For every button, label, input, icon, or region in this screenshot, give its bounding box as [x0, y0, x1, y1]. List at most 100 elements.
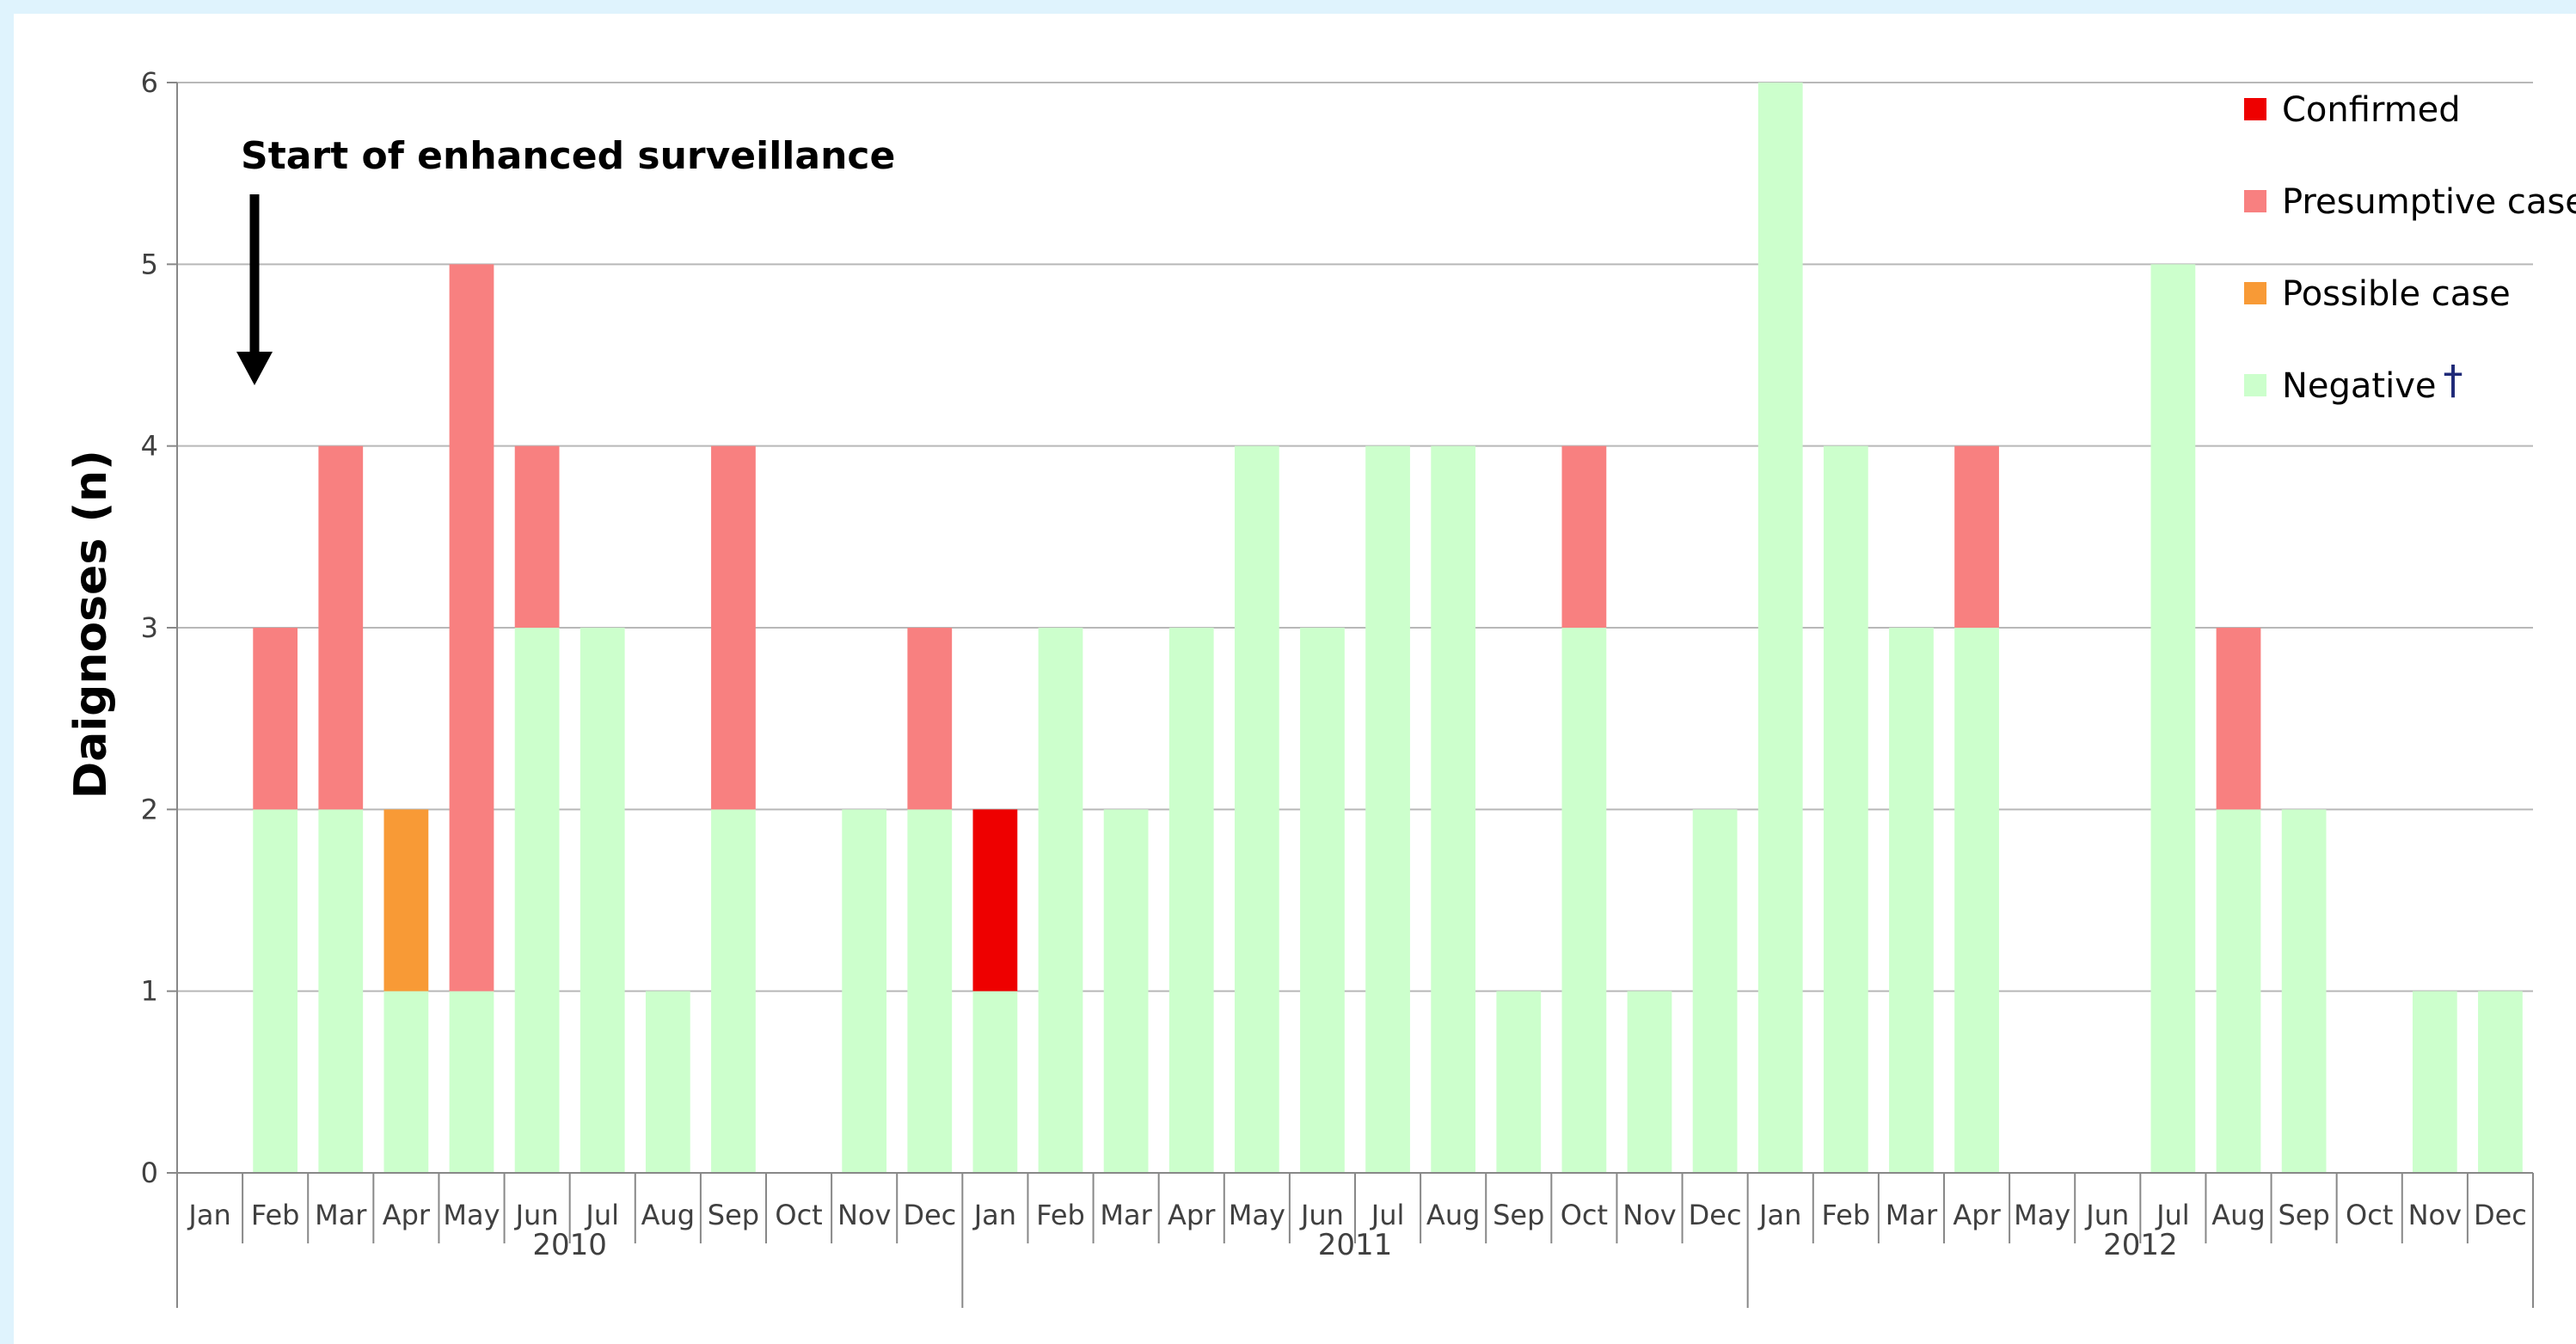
x-tick-label: Oct: [2346, 1199, 2393, 1231]
bar-negative: [318, 809, 364, 1173]
y-tick-label: 2: [141, 793, 158, 825]
x-tick-label: Oct: [1561, 1199, 1608, 1231]
x-tick-label: Mar: [1100, 1199, 1152, 1231]
y-tick-label: 4: [141, 430, 158, 463]
x-tick-label: Nov: [837, 1199, 891, 1231]
x-tick-label: Feb: [251, 1199, 300, 1231]
x-tick-label: Apr: [383, 1199, 431, 1231]
x-tick-label: Nov: [2408, 1199, 2462, 1231]
x-tick-label: May: [2014, 1199, 2070, 1231]
bar-negative: [2412, 991, 2457, 1173]
legend-swatch: [2244, 282, 2266, 304]
x-tick-label: Feb: [1036, 1199, 1085, 1231]
bar-negative: [1561, 628, 1607, 1173]
bar-presumptive-case: [907, 628, 953, 810]
legend-swatch: [2244, 190, 2266, 212]
bar-negative: [2216, 809, 2261, 1173]
bar-negative: [1954, 628, 1999, 1173]
chart-panel: Jan Feb Mar Apr May Jun Jul Aug Sep Oct Nov Dec Jan F…: [14, 14, 2576, 1344]
x-tick-label: Oct: [775, 1199, 822, 1231]
axes: [176, 83, 2534, 1308]
x-tick-label: Sep: [708, 1199, 759, 1231]
bar-presumptive-case: [449, 264, 494, 991]
x-tick-label: Jan: [972, 1199, 1016, 1231]
y-tick-label: 0: [141, 1157, 158, 1189]
bar-presumptive-case: [2216, 628, 2261, 810]
bar-presumptive-case: [711, 445, 756, 810]
y-axis-label: Daignoses (n): [65, 450, 117, 799]
x-tick-label: Jan: [187, 1199, 230, 1231]
bar-negative: [1038, 628, 1083, 1173]
x-tick-label: Apr: [1168, 1199, 1216, 1231]
bar-negative: [1234, 445, 1279, 1173]
bar-negative: [972, 991, 1018, 1173]
x-tick-label: Sep: [1493, 1199, 1544, 1231]
legend-label: Possible case: [2282, 274, 2511, 314]
bar-presumptive-case: [318, 445, 364, 810]
bar-presumptive-case: [1561, 445, 1607, 628]
x-tick-label: Jan: [1757, 1199, 1801, 1231]
x-tick-label: Jul: [1370, 1199, 1405, 1231]
x-tick-label: Mar: [315, 1199, 367, 1231]
bar-negative: [253, 809, 298, 1173]
y-tick-label: 3: [141, 611, 158, 644]
x-tick-label: Dec: [2474, 1199, 2527, 1231]
year-label: 2012: [2103, 1228, 2178, 1262]
bar-negative: [907, 809, 953, 1173]
bar-negative: [711, 809, 756, 1173]
annotation-text: Start of enhanced surveillance: [241, 134, 895, 178]
bar-negative: [1889, 628, 1934, 1173]
x-tick-label: May: [1229, 1199, 1285, 1231]
legend-label: Confirmed: [2282, 90, 2461, 130]
x-tick-label: Aug: [1426, 1199, 1480, 1231]
year-labels: 2010 2011 2012: [532, 1228, 2177, 1262]
x-tick-label: Nov: [1622, 1199, 1676, 1231]
bar-negative: [842, 809, 887, 1173]
x-tick-label: Jun: [514, 1199, 559, 1231]
year-label: 2011: [1318, 1228, 1393, 1262]
x-tick-label: Jun: [1299, 1199, 1344, 1231]
bar-presumptive-case: [253, 628, 298, 810]
bar-negative: [449, 991, 494, 1173]
x-tick-label: Feb: [1822, 1199, 1871, 1231]
bar-negative: [1103, 809, 1149, 1173]
x-tick-label: Aug: [641, 1199, 695, 1231]
annotation: Start of enhanced surveillance: [236, 134, 895, 385]
y-tick-label: 6: [141, 66, 158, 99]
bar-possible-case: [383, 809, 429, 991]
x-tick-label: Jun: [2084, 1199, 2129, 1231]
y-tick-labels: 0 1 2 3 4 5 6: [141, 66, 158, 1189]
x-tick-labels: Jan Feb Mar Apr May Jun Jul Aug Sep Oct Nov Dec Jan F…: [187, 1199, 2527, 1231]
down-arrow-icon: [236, 194, 273, 385]
y-tick-label: 1: [141, 975, 158, 1008]
bar-negative: [1365, 445, 1410, 1173]
bars: [253, 83, 2523, 1173]
bar-negative: [1496, 991, 1542, 1173]
x-tick-label: May: [443, 1199, 500, 1231]
x-tick-label: Dec: [903, 1199, 956, 1231]
bar-negative: [1300, 628, 1345, 1173]
x-tick-label: Aug: [2211, 1199, 2265, 1231]
bar-negative: [580, 628, 625, 1173]
x-tick-label: Mar: [1886, 1199, 1938, 1231]
legend: Confirmed Presumptive case Possible case Ne…: [2244, 90, 2576, 406]
legend-label: Presumptive case: [2282, 182, 2576, 222]
x-tick-label: Dec: [1689, 1199, 1742, 1231]
bar-negative: [1627, 991, 1672, 1173]
x-tick-label: Jul: [584, 1199, 619, 1231]
bar-negative: [2150, 264, 2196, 1173]
gridlines: [167, 82, 2533, 1174]
legend-swatch: [2244, 98, 2266, 120]
bar-negative: [2281, 809, 2327, 1173]
bar-negative: [2478, 991, 2523, 1173]
x-tick-label: Jul: [2155, 1199, 2190, 1231]
bar-negative: [645, 991, 690, 1173]
bar-negative: [1823, 445, 1868, 1173]
y-tick-label: 5: [141, 248, 158, 280]
bar-confirmed: [972, 809, 1018, 991]
legend-label: Negative †: [2282, 357, 2463, 406]
legend-swatch: [2244, 374, 2266, 396]
bar-negative: [1431, 445, 1476, 1173]
year-label: 2010: [532, 1228, 607, 1262]
bar-presumptive-case: [514, 445, 560, 628]
